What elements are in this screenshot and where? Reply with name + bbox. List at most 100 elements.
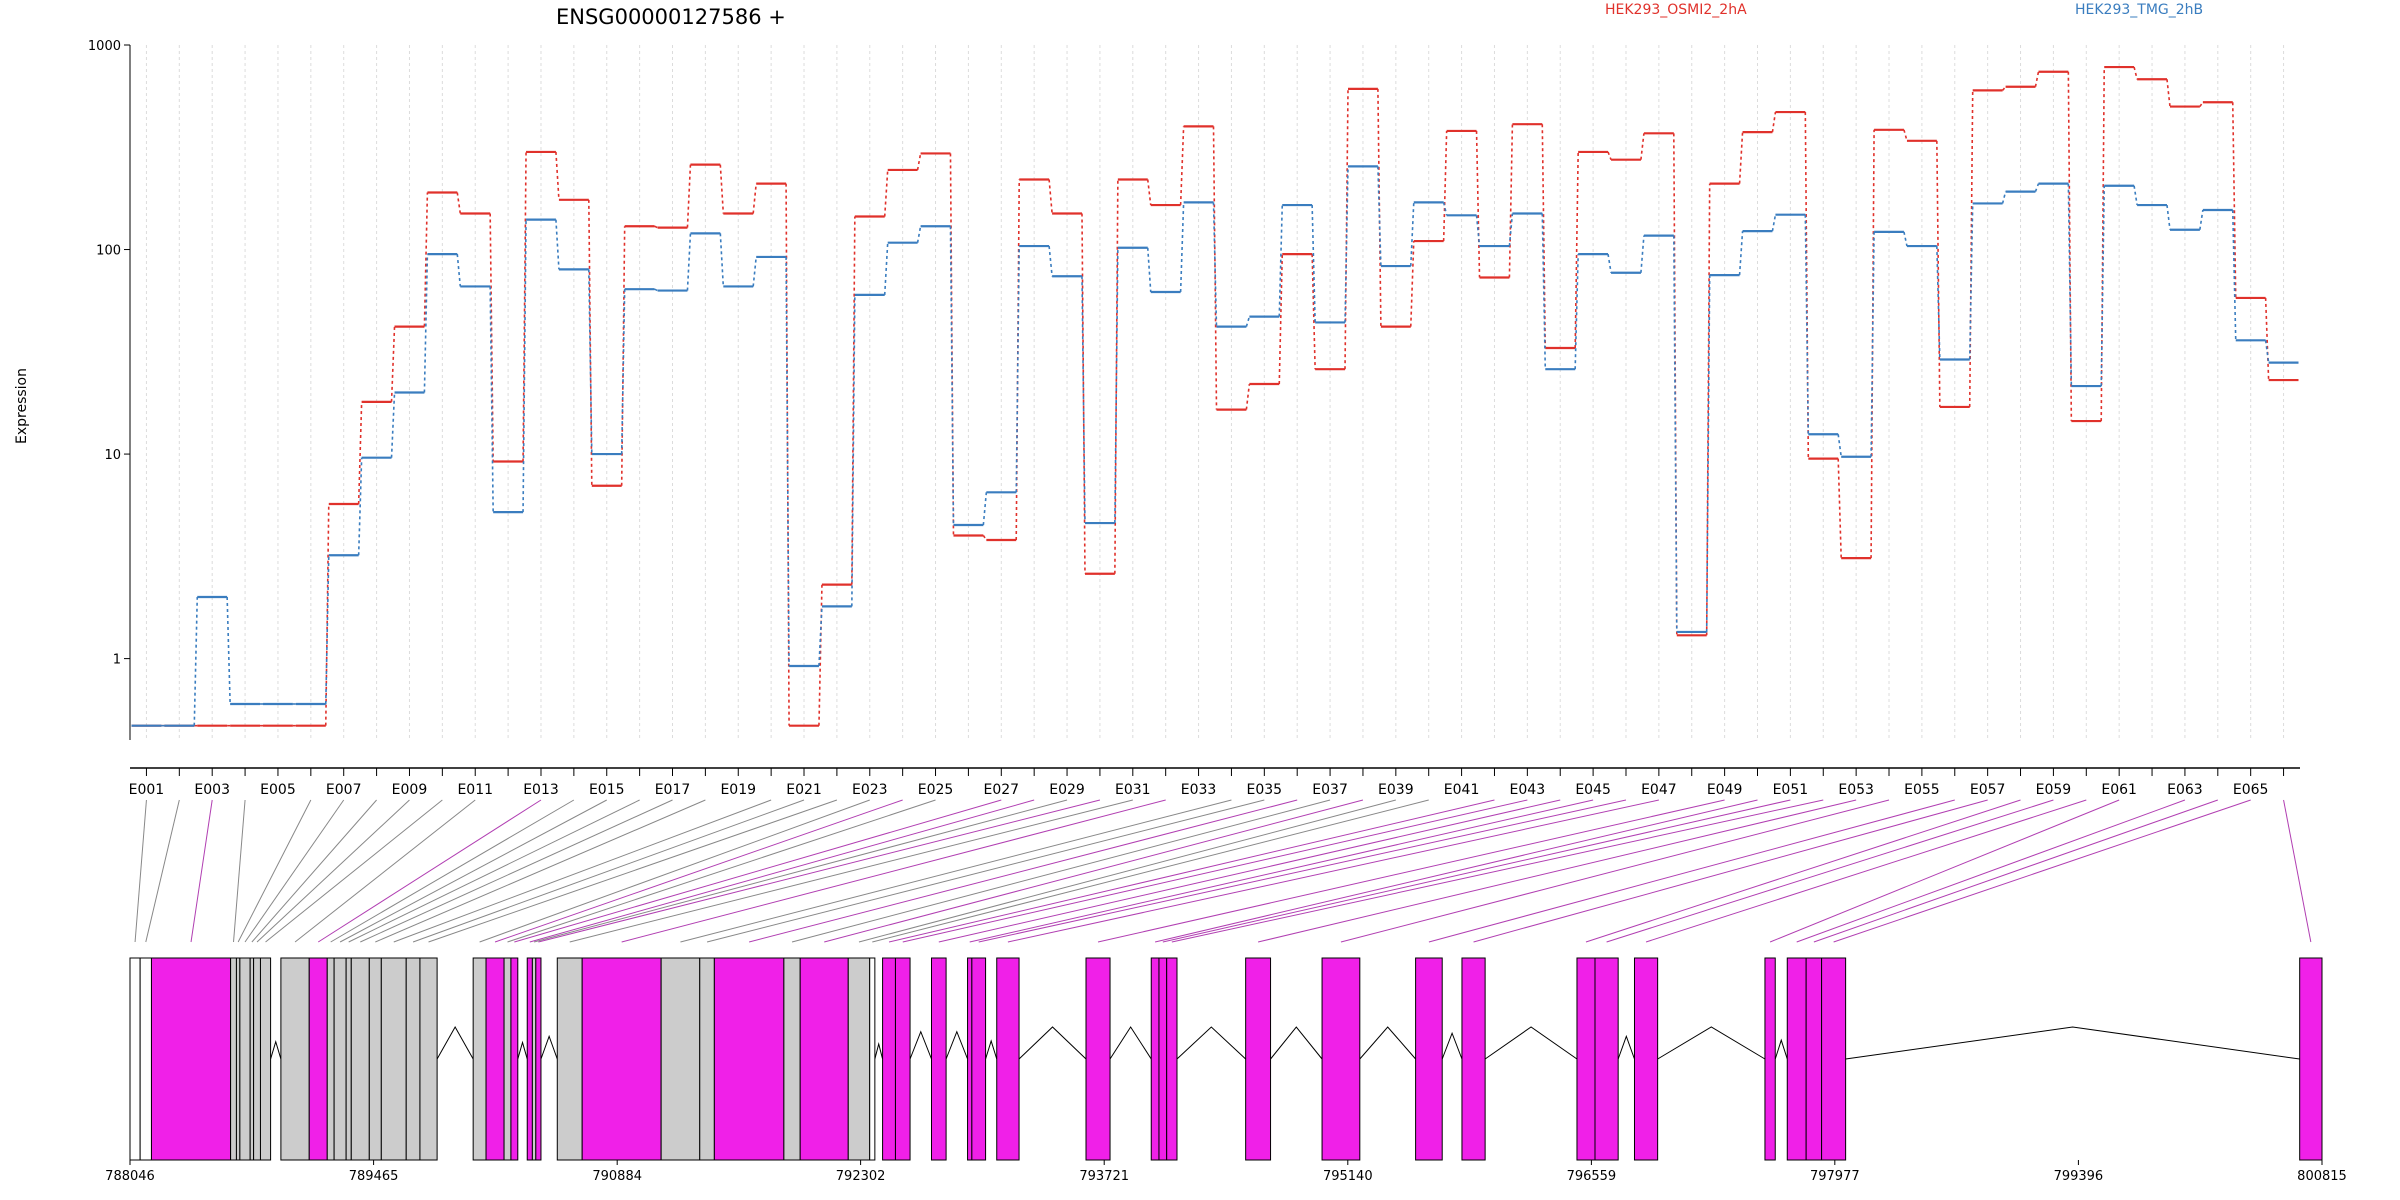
exon-connector: [190, 799, 213, 943]
exon-tick-label: E017: [655, 782, 691, 798]
exon-box: [1805, 957, 1823, 1161]
series-connector: [555, 219, 560, 270]
series-connector: [522, 219, 527, 513]
exon-tick-label: E035: [1247, 782, 1283, 798]
series-connector: [1738, 132, 1744, 184]
series-connector: [1870, 129, 1875, 559]
exon-connector: [256, 799, 410, 943]
intron-line: [985, 1039, 998, 1060]
gene-tick-label: 792302: [836, 1169, 886, 1184]
intron-line: [1845, 1026, 2300, 1060]
series-connector: [2199, 101, 2204, 108]
series-connector: [489, 286, 494, 513]
series-connector: [1508, 124, 1514, 278]
intron-lines: [139, 1025, 2300, 1060]
series-connector: [851, 216, 856, 585]
exon-connector: [1813, 799, 2218, 943]
series-connector: [226, 597, 231, 705]
exon-tick-label: E061: [2101, 782, 2137, 798]
exon-box: [139, 957, 152, 1161]
gene-tick-label: 789465: [349, 1169, 399, 1184]
exon-axis: E001 E003 E005 E007 E009 E011 E013 E015 E017 E019…: [129, 767, 2300, 798]
exon-connector: [145, 799, 180, 943]
series-connector: [423, 192, 429, 327]
exon-box: [2299, 957, 2323, 1161]
series-connector: [851, 294, 856, 607]
series-connector: [752, 256, 757, 287]
series-connector: [1311, 254, 1316, 370]
gene-tick-label: 788046: [105, 1169, 155, 1184]
exon-box: [1166, 957, 1178, 1161]
series-connector: [2001, 86, 2007, 91]
exon-tick-label: E027: [983, 782, 1019, 798]
exon-box: [882, 957, 896, 1161]
series-connector: [1673, 235, 1678, 632]
exon-box: [799, 957, 849, 1161]
intron-line: [1774, 1038, 1788, 1060]
exon-box: [1321, 957, 1361, 1161]
series-connector: [1936, 140, 1941, 407]
gene-tick-label: 797977: [1810, 1169, 1860, 1184]
series-connector: [719, 164, 725, 214]
series-connector: [456, 192, 462, 214]
y-tick-label: 100: [96, 244, 121, 259]
exon-box: [503, 957, 512, 1161]
exon-connector: [1769, 799, 2120, 943]
series-connector: [686, 164, 692, 228]
series-connector: [423, 254, 429, 393]
series-connector: [916, 153, 922, 171]
exon-connector: [339, 799, 607, 943]
series-connector: [2034, 71, 2040, 87]
series-connector: [785, 256, 790, 667]
exon-box: [239, 957, 251, 1161]
intron-line: [540, 1034, 558, 1060]
exon-gridlines: [145, 45, 2285, 740]
exon-connector: [330, 799, 575, 943]
exon-tick-label: E029: [1049, 782, 1085, 798]
series-connector: [1114, 247, 1119, 524]
series-connector: [1048, 245, 1053, 277]
exon-connector: [1171, 799, 1824, 943]
exon-box: [1158, 957, 1168, 1161]
intron-line: [1484, 1026, 1578, 1060]
exon-tick-label: E047: [1641, 782, 1677, 798]
series-connector: [916, 226, 922, 243]
exon-box: [967, 957, 973, 1161]
series-connector: [588, 269, 593, 455]
exon-box: [894, 957, 911, 1161]
exon-tick-label: E007: [326, 782, 362, 798]
exon-tick-label: E011: [457, 782, 493, 798]
exon-box: [249, 957, 255, 1161]
series-connector: [1607, 151, 1612, 160]
exon-connector: [538, 799, 1101, 943]
exon-box: [253, 957, 261, 1161]
gene-tick-label: 793721: [1079, 1169, 1129, 1184]
exon-box: [150, 957, 232, 1161]
exon-box: [230, 957, 237, 1161]
exon-box: [581, 957, 662, 1161]
exon-box: [485, 957, 505, 1161]
exon-tick-label: E037: [1312, 782, 1348, 798]
series-connector: [1968, 203, 1974, 360]
exon-box: [419, 957, 438, 1161]
exon-connector: [233, 799, 246, 943]
exon-box: [931, 957, 947, 1161]
exon-connector: [978, 799, 1627, 943]
series-connector: [818, 584, 823, 726]
series-connector: [719, 233, 725, 287]
exon-connector: [1796, 799, 2186, 943]
exon-connector: [317, 799, 542, 943]
series-connector: [1048, 179, 1053, 214]
exon-connector: [494, 799, 903, 943]
exon-connector: [294, 799, 476, 943]
exon-connector: [938, 799, 1561, 943]
intron-line: [1617, 1034, 1635, 1060]
exon-connector: [1162, 799, 1791, 943]
exon-box: [556, 957, 583, 1161]
series-connector: [1081, 213, 1086, 574]
exon-box: [1786, 957, 1807, 1161]
exon-connector: [902, 799, 1528, 943]
exon-connector: [2283, 799, 2312, 943]
series-connector: [982, 535, 988, 541]
exon-connector: [514, 799, 1002, 943]
